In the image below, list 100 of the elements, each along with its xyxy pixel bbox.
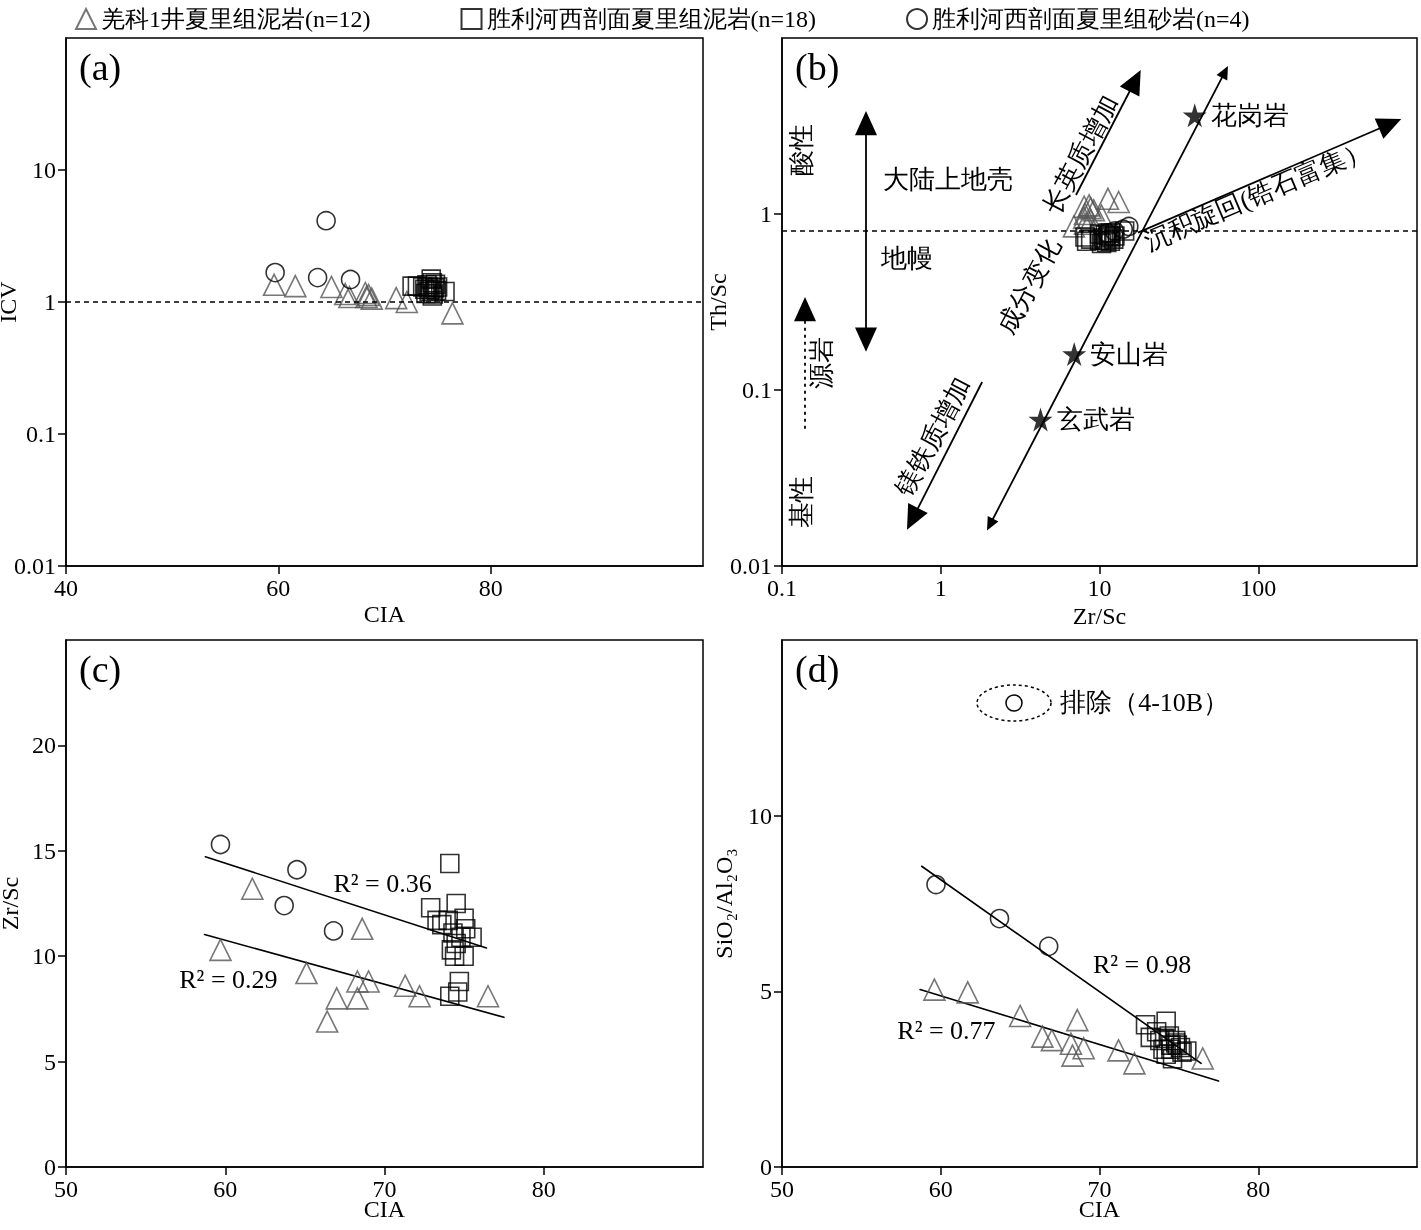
point <box>1123 1052 1146 1075</box>
point <box>439 853 460 874</box>
legend-label: 胜利河西剖面夏里组砂岩(n=4) <box>932 6 1250 32</box>
point <box>956 981 980 1004</box>
point <box>443 923 463 943</box>
point <box>333 282 357 306</box>
point <box>210 834 231 855</box>
annotation: 玄武岩 <box>1056 404 1135 434</box>
x-tick-label: 60 <box>928 1176 953 1202</box>
point <box>325 987 349 1010</box>
point <box>1140 1027 1161 1048</box>
point <box>438 910 458 931</box>
y-tick-label: 0.1 <box>26 421 56 447</box>
point <box>455 919 476 939</box>
y-tick-label: 20 <box>32 732 56 759</box>
x-tick-label: 80 <box>531 1176 556 1202</box>
point <box>441 940 462 960</box>
x-tick-label: 60 <box>213 1176 238 1202</box>
annotation: 源岩 <box>806 337 836 390</box>
point <box>338 285 361 309</box>
chart-title: (d) <box>795 648 840 691</box>
annotation: 基性 <box>786 476 816 529</box>
point <box>1156 1044 1176 1065</box>
point <box>1031 1025 1054 1048</box>
y-tick-label: 15 <box>32 837 56 864</box>
x-axis-title: Zr/Sc <box>1072 603 1127 629</box>
y-tick-label: 1 <box>760 201 772 227</box>
point <box>432 914 452 935</box>
annotation: 沉积旋回(锆石富集） <box>1139 134 1375 257</box>
annotation: 大陆上地壳 <box>882 165 1013 194</box>
annotation: R² = 0.29 <box>179 965 278 995</box>
y-tick-label: 10 <box>32 943 56 970</box>
point <box>441 302 464 325</box>
annotation: 镁铁质增加 <box>889 371 977 502</box>
annotation: 花岗岩 <box>1210 100 1289 130</box>
x-tick-label: 1 <box>934 575 947 601</box>
y-tick-label: 0 <box>760 1154 772 1180</box>
point <box>1177 1041 1197 1061</box>
point <box>1161 1039 1181 1060</box>
point <box>1162 1048 1183 1069</box>
point <box>1154 1028 1175 1049</box>
point <box>340 269 361 290</box>
legend-label: 胜利河西剖面夏里组泥岩(n=18) <box>486 6 817 32</box>
point <box>393 974 417 998</box>
point <box>1150 1030 1170 1051</box>
point <box>1065 1008 1089 1032</box>
point <box>287 859 307 880</box>
point <box>241 877 264 901</box>
point <box>357 970 380 993</box>
point <box>1061 1044 1084 1067</box>
point <box>446 933 466 954</box>
point <box>323 921 344 941</box>
point <box>435 281 455 302</box>
x-tick-label: 50 <box>770 1176 794 1202</box>
annotation: 安山岩 <box>1090 339 1169 369</box>
point <box>926 874 946 895</box>
point <box>1172 1042 1192 1062</box>
point <box>316 210 336 231</box>
point <box>454 908 474 929</box>
annotation: R² = 0.36 <box>333 868 432 898</box>
point <box>444 946 465 966</box>
point <box>1059 1032 1083 1055</box>
point <box>284 274 307 298</box>
point <box>476 984 500 1008</box>
point <box>384 286 408 310</box>
point <box>1008 1004 1032 1028</box>
point <box>346 970 369 993</box>
y-axis-title: Zr/Sc <box>0 876 23 931</box>
y-tick-label: 0 <box>44 1154 56 1180</box>
chart-title: (b) <box>795 46 840 89</box>
point <box>408 984 431 1008</box>
y-tick-label: 10 <box>748 802 772 829</box>
point <box>265 262 285 283</box>
annotation: R² = 0.98 <box>1092 949 1192 979</box>
y-tick-label: 10 <box>32 157 56 183</box>
point <box>1159 1026 1180 1046</box>
annotation: R² = 0.77 <box>897 1016 996 1046</box>
point <box>439 986 460 1007</box>
point <box>923 978 946 1001</box>
x-tick-label: 80 <box>1246 1176 1271 1202</box>
point <box>274 895 294 916</box>
y-tick-label: 1 <box>44 289 56 315</box>
x-tick-label: 40 <box>54 575 78 601</box>
point <box>307 267 328 288</box>
point <box>320 275 343 299</box>
x-tick-label: 100 <box>1240 575 1277 601</box>
point <box>462 927 482 948</box>
y-tick-label: 0.01 <box>730 553 772 579</box>
y-tick-label: 0.01 <box>14 553 56 579</box>
y-tick-label: 5 <box>44 1048 56 1075</box>
point <box>1038 936 1059 957</box>
x-axis-title: CIA <box>363 601 406 627</box>
point <box>1040 1028 1064 1052</box>
point <box>454 946 474 966</box>
point <box>1072 1036 1095 1060</box>
point <box>346 987 369 1010</box>
point <box>315 1010 339 1033</box>
point <box>420 897 441 918</box>
point <box>1107 1039 1130 1062</box>
x-tick-label: 80 <box>478 575 503 601</box>
